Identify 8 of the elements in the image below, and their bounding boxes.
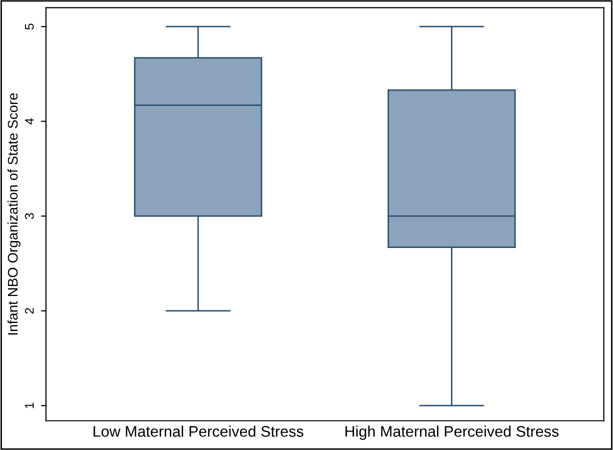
y-tick-label: 1 [25,402,34,408]
y-axis-title: Infant NBO Organization of State Score [7,93,20,335]
x-tick-label: High Maternal Perceived Stress [346,426,559,440]
y-tick-label: 4 [25,118,34,125]
x-tick-label: Low Maternal Perceived Stress [94,426,304,437]
y-tick-label: 2 [24,308,34,314]
y-tick-label: 5 [25,24,34,30]
y-tick-label: 3 [24,213,34,220]
